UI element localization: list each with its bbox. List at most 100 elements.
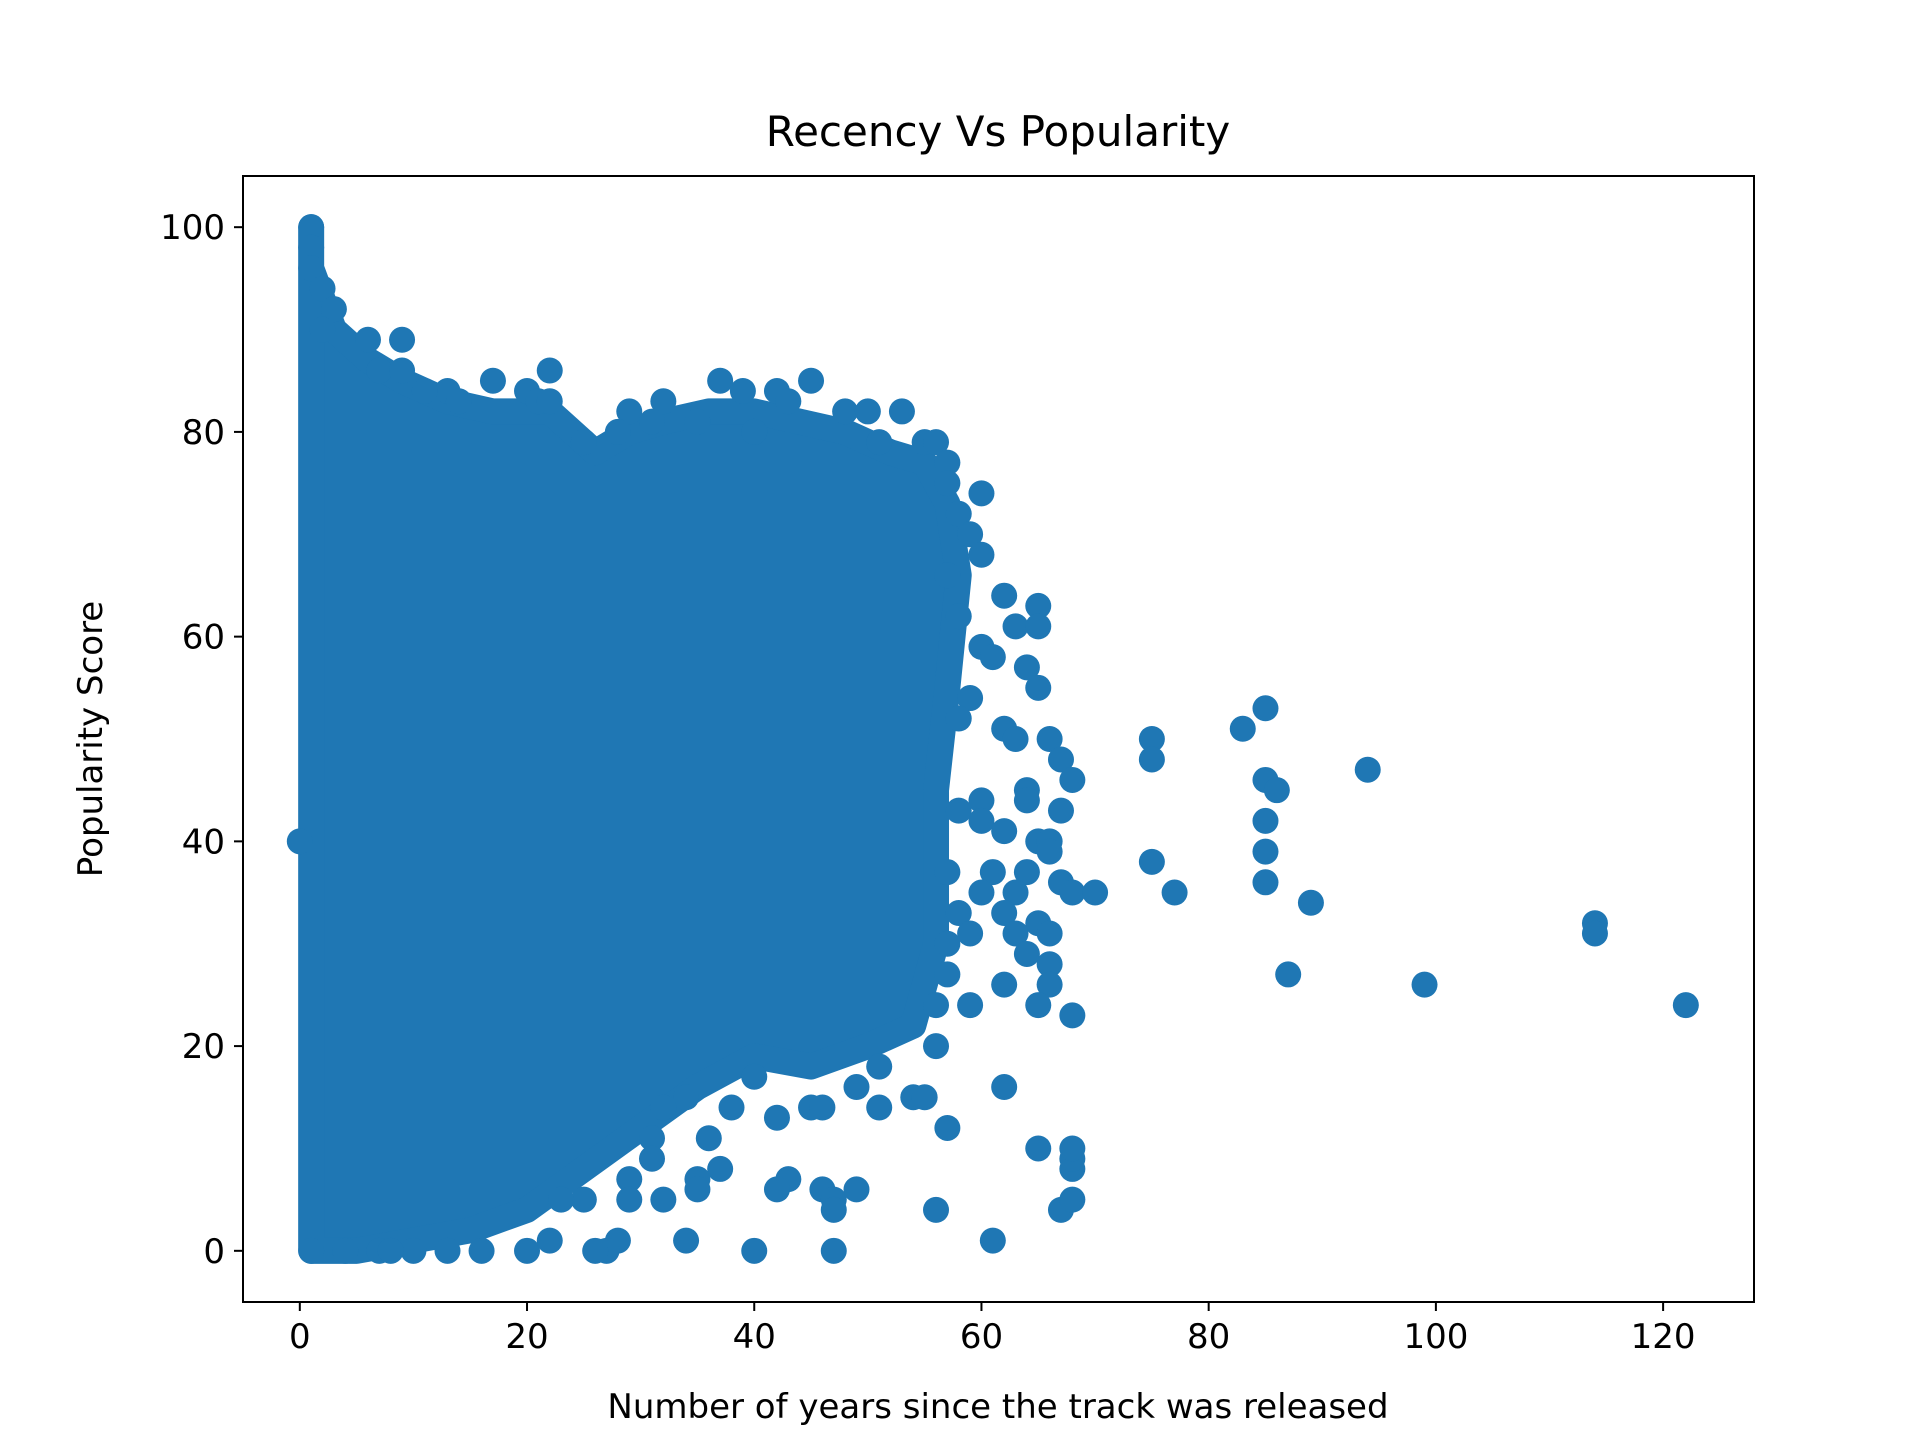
scatter-point	[298, 255, 325, 282]
x-tick-label: 60	[960, 1317, 1003, 1357]
scatter-point	[991, 900, 1018, 927]
scatter-point	[604, 418, 631, 445]
scatter-point	[1036, 920, 1063, 947]
scatter-point	[945, 705, 972, 732]
scatter-point	[536, 357, 563, 384]
scatter-point	[1411, 971, 1438, 998]
scatter-point	[968, 541, 995, 568]
scatter-point	[1082, 879, 1109, 906]
scatter-point	[934, 930, 961, 957]
scatter-point	[1002, 879, 1029, 906]
scatter-point	[820, 1237, 847, 1264]
scatter-point	[1036, 726, 1063, 752]
scatter-point	[1138, 848, 1165, 875]
scatter-point	[911, 1084, 938, 1111]
scatter-point	[1025, 992, 1052, 1019]
chart-title: Recency Vs Popularity	[766, 107, 1230, 156]
scatter-point	[638, 1125, 665, 1152]
scatter-point	[923, 1196, 950, 1223]
y-axis-label: Popularity Score	[71, 601, 111, 877]
scatter-point	[320, 296, 347, 323]
scatter-point	[400, 1237, 427, 1264]
scatter-point	[991, 818, 1018, 845]
scatter-point	[582, 1237, 609, 1264]
scatter-point	[888, 398, 915, 425]
scatter-point	[775, 388, 802, 415]
scatter-point	[298, 214, 325, 241]
scatter-point	[843, 1074, 870, 1101]
scatter-point	[945, 603, 972, 630]
scatter-point	[809, 1094, 836, 1121]
scatter-point	[979, 1227, 1006, 1254]
scatter-point	[309, 316, 336, 343]
scatter-point	[979, 859, 1006, 886]
scatter-point	[366, 357, 393, 384]
scatter-point	[1036, 971, 1063, 998]
scatter-point	[957, 521, 984, 548]
scatter-point	[923, 992, 950, 1019]
scatter-point	[945, 900, 972, 927]
scatter-point	[945, 500, 972, 527]
scatter-point	[1252, 869, 1279, 896]
scatter-point	[377, 1237, 404, 1264]
y-tick-label: 0	[203, 1232, 225, 1272]
scatter-point	[445, 388, 472, 415]
scatter-point	[957, 920, 984, 947]
scatter-point	[945, 797, 972, 824]
scatter-point	[1059, 766, 1086, 793]
y-axis-ticks: 0 20 40 60 80 100	[160, 208, 243, 1272]
scatter-point	[298, 1237, 325, 1264]
scatter-point	[1263, 777, 1290, 804]
scatter-point	[979, 644, 1006, 671]
scatter-point	[684, 408, 711, 435]
x-tick-label: 40	[733, 1317, 776, 1357]
scatter-point	[411, 377, 438, 404]
scatter-point	[729, 377, 756, 404]
scatter-point	[991, 582, 1018, 609]
scatter-point	[1013, 787, 1040, 814]
y-tick-label: 100	[160, 208, 225, 248]
scatter-point	[991, 1074, 1018, 1101]
scatter-point	[570, 429, 597, 456]
x-tick-label: 20	[505, 1317, 548, 1357]
scatter-point	[866, 1053, 893, 1080]
scatter-point	[1059, 1135, 1086, 1162]
scatter-point	[968, 879, 995, 906]
scatter-point	[650, 1186, 677, 1213]
scatter-point	[650, 1094, 677, 1121]
scatter-point	[1297, 889, 1324, 916]
scatter-point	[1059, 879, 1086, 906]
scatter-point	[866, 1094, 893, 1121]
scatter-point	[854, 398, 881, 425]
scatter-point	[1229, 715, 1256, 742]
x-tick-label: 0	[289, 1317, 311, 1357]
scatter-point	[650, 388, 677, 415]
scatter-point	[1013, 859, 1040, 886]
scatter-point	[1161, 879, 1188, 906]
scatter-point	[286, 828, 313, 855]
plot-frame	[242, 175, 1755, 1303]
scatter-point	[1047, 797, 1074, 824]
x-axis-ticks: 0 20 40 60 80 100 120	[289, 1302, 1696, 1357]
scatter-point	[763, 1176, 790, 1203]
scatter-points	[286, 214, 1699, 1264]
scatter-point	[934, 1114, 961, 1141]
scatter-point	[843, 1176, 870, 1203]
scatter-point	[1002, 920, 1029, 947]
scatter-point	[354, 326, 381, 353]
scatter-point	[763, 1104, 790, 1131]
scatter-point	[616, 1186, 643, 1213]
scatter-point	[1275, 961, 1302, 988]
scatter-point	[616, 398, 643, 425]
scatter-point	[1252, 838, 1279, 865]
scatter-point	[798, 367, 825, 394]
scatter-point	[1002, 726, 1029, 752]
scatter-point	[866, 429, 893, 456]
scatter-point	[718, 1094, 745, 1121]
scatter-point	[934, 961, 961, 988]
scatter-point	[1138, 726, 1165, 752]
scatter-point	[741, 418, 768, 445]
y-tick-label: 60	[182, 618, 225, 658]
scatter-point	[536, 1227, 563, 1254]
